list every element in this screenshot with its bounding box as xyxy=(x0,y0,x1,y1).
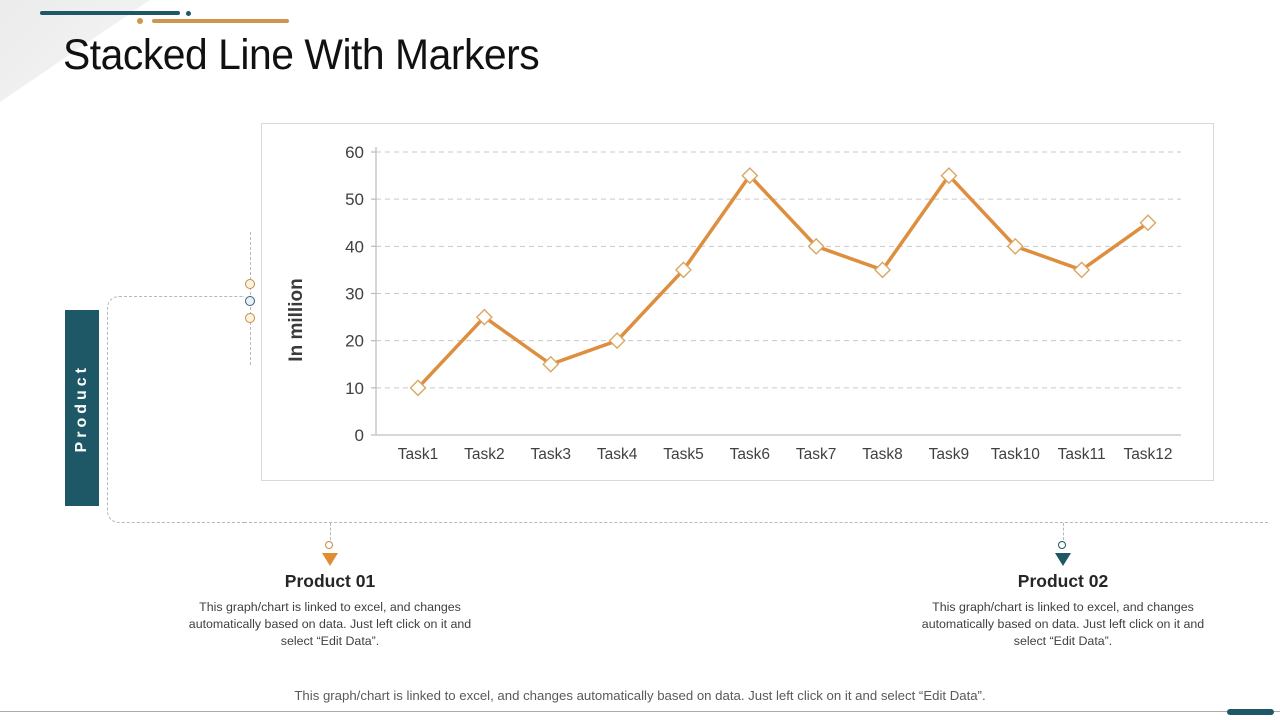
y-axis-title: In million xyxy=(286,278,307,361)
data-marker-diamond-icon xyxy=(674,261,692,279)
x-tick-label: Task6 xyxy=(730,446,771,463)
product-02-block: Product 02 This graph/chart is linked to… xyxy=(913,571,1213,649)
blue-node-circle-icon xyxy=(245,296,255,306)
x-tick-label: Task8 xyxy=(862,446,903,463)
product-01-connector-circle-icon xyxy=(325,541,333,549)
x-tick-label: Task11 xyxy=(1058,446,1106,463)
orange-accent-line xyxy=(152,19,289,23)
orange-node-circle-icon xyxy=(245,279,255,289)
x-tick-label: Task9 xyxy=(929,446,970,463)
product-01-block: Product 01 This graph/chart is linked to… xyxy=(180,571,480,649)
data-marker-diamond-icon xyxy=(1006,237,1024,255)
x-tick-label: Task10 xyxy=(991,446,1040,463)
line-chart-svg: 0 10 20 30 40 50 60 Task1 Task2 Task3 Task4 Task5 Ta… xyxy=(286,143,1181,463)
x-tick-label: Task3 xyxy=(530,446,571,463)
footer-teal-accent-bar xyxy=(1227,709,1274,715)
product-02-arrow-down-icon xyxy=(1055,553,1071,566)
x-tick-label: Task5 xyxy=(663,446,704,463)
y-tick-label: 50 xyxy=(345,190,364,209)
product-side-label-text: Product xyxy=(73,363,90,453)
product-01-title: Product 01 xyxy=(284,571,376,591)
product-01-arrow-down-icon xyxy=(322,553,338,566)
data-marker-diamond-icon xyxy=(475,308,493,326)
x-tick-label: Task1 xyxy=(398,446,439,463)
data-marker-diamond-icon xyxy=(1139,214,1157,232)
y-tick-label: 40 xyxy=(345,237,364,256)
footer-divider-line xyxy=(0,711,1280,712)
y-tick-label: 10 xyxy=(345,379,364,398)
teal-accent-dot xyxy=(186,11,191,16)
product-02-connector-stub xyxy=(1063,523,1064,540)
data-marker-diamond-icon xyxy=(807,237,825,255)
x-tick-label: Task12 xyxy=(1123,446,1172,463)
orange-node-circle-icon xyxy=(245,313,255,323)
data-marker-diamond-icon xyxy=(940,167,958,185)
footer-note: This graph/chart is linked to excel, and… xyxy=(294,688,986,703)
data-marker-diamond-icon xyxy=(608,332,626,350)
dashed-connector-rect xyxy=(107,296,244,523)
product-side-label: Product xyxy=(65,310,99,506)
x-tick-label: Task4 xyxy=(597,446,638,463)
page-title: Stacked Line With Markers xyxy=(63,31,540,79)
x-tick-label: Task2 xyxy=(464,446,505,463)
y-tick-label: 20 xyxy=(345,332,364,351)
data-marker-diamond-icon xyxy=(409,379,427,397)
y-tick-label: 30 xyxy=(345,285,364,304)
line-chart: 0 10 20 30 40 50 60 Task1 Task2 Task3 Task4 Task5 Ta… xyxy=(261,123,1214,481)
data-marker-diamond-icon xyxy=(741,167,759,185)
product-02-description: This graph/chart is linked to excel, and… xyxy=(921,600,1205,648)
product-01-connector-stub xyxy=(330,523,331,540)
series-line xyxy=(416,173,1150,390)
teal-accent-line xyxy=(40,11,180,15)
orange-accent-dot xyxy=(137,18,143,24)
y-tick-label: 60 xyxy=(345,143,364,162)
data-marker-diamond-icon xyxy=(1073,261,1091,279)
x-tick-label: Task7 xyxy=(796,446,837,463)
data-marker-diamond-icon xyxy=(542,355,560,373)
y-tick-label: 0 xyxy=(355,426,364,445)
product-02-title: Product 02 xyxy=(1017,571,1109,591)
product-01-description: This graph/chart is linked to excel, and… xyxy=(188,600,472,648)
dashed-connector-bottom-line xyxy=(244,522,1268,523)
product-02-connector-circle-icon xyxy=(1058,541,1066,549)
data-marker-diamond-icon xyxy=(874,261,892,279)
